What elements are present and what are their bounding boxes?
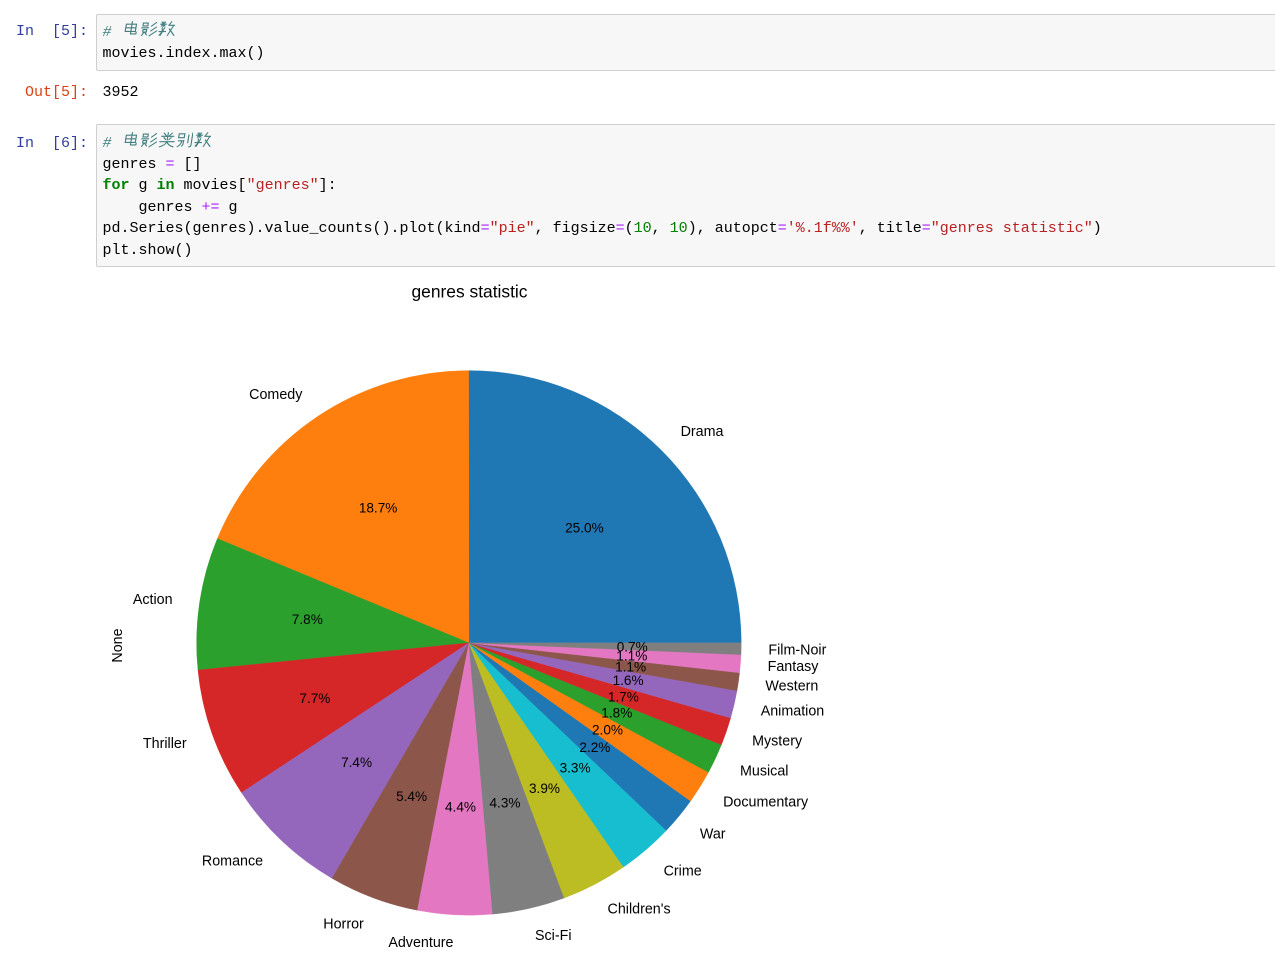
svg-text:1.1%: 1.1% [615, 659, 646, 674]
svg-text:Thriller: Thriller [143, 736, 187, 752]
svg-text:3.3%: 3.3% [560, 760, 591, 775]
svg-text:Sci-Fi: Sci-Fi [535, 928, 572, 944]
svg-text:3.9%: 3.9% [529, 781, 560, 796]
svg-text:1.8%: 1.8% [601, 706, 632, 721]
svg-text:None: None [110, 628, 126, 662]
svg-text:18.7%: 18.7% [359, 500, 398, 515]
svg-text:4.4%: 4.4% [445, 799, 476, 814]
svg-text:2.2%: 2.2% [579, 740, 610, 755]
svg-text:1.1%: 1.1% [616, 649, 647, 664]
svg-text:Animation: Animation [761, 704, 825, 720]
svg-text:Romance: Romance [202, 854, 263, 870]
svg-text:War: War [700, 827, 726, 843]
svg-text:Drama: Drama [681, 424, 724, 440]
svg-text:5.4%: 5.4% [396, 789, 427, 804]
svg-text:Action: Action [133, 592, 173, 608]
svg-text:Children's: Children's [608, 902, 671, 918]
svg-text:4.3%: 4.3% [490, 795, 521, 810]
svg-text:genres statistic: genres statistic [412, 282, 528, 302]
svg-text:Mystery: Mystery [752, 733, 803, 749]
svg-text:Documentary: Documentary [723, 794, 809, 810]
svg-text:Film-Noir: Film-Noir [768, 642, 826, 658]
svg-text:1.7%: 1.7% [608, 689, 639, 704]
svg-text:7.7%: 7.7% [299, 691, 330, 706]
svg-text:Adventure: Adventure [388, 935, 453, 951]
svg-text:7.8%: 7.8% [292, 612, 323, 627]
svg-text:1.6%: 1.6% [613, 673, 644, 688]
svg-text:0.7%: 0.7% [617, 640, 648, 655]
svg-text:7.4%: 7.4% [341, 755, 372, 770]
svg-text:2.0%: 2.0% [592, 722, 623, 737]
svg-text:Musical: Musical [740, 763, 788, 779]
svg-text:Horror: Horror [323, 916, 364, 932]
svg-text:Western: Western [765, 679, 818, 695]
svg-text:Fantasy: Fantasy [768, 659, 820, 675]
svg-text:25.0%: 25.0% [565, 520, 604, 535]
svg-text:Comedy: Comedy [249, 387, 303, 403]
svg-text:Crime: Crime [664, 864, 702, 880]
